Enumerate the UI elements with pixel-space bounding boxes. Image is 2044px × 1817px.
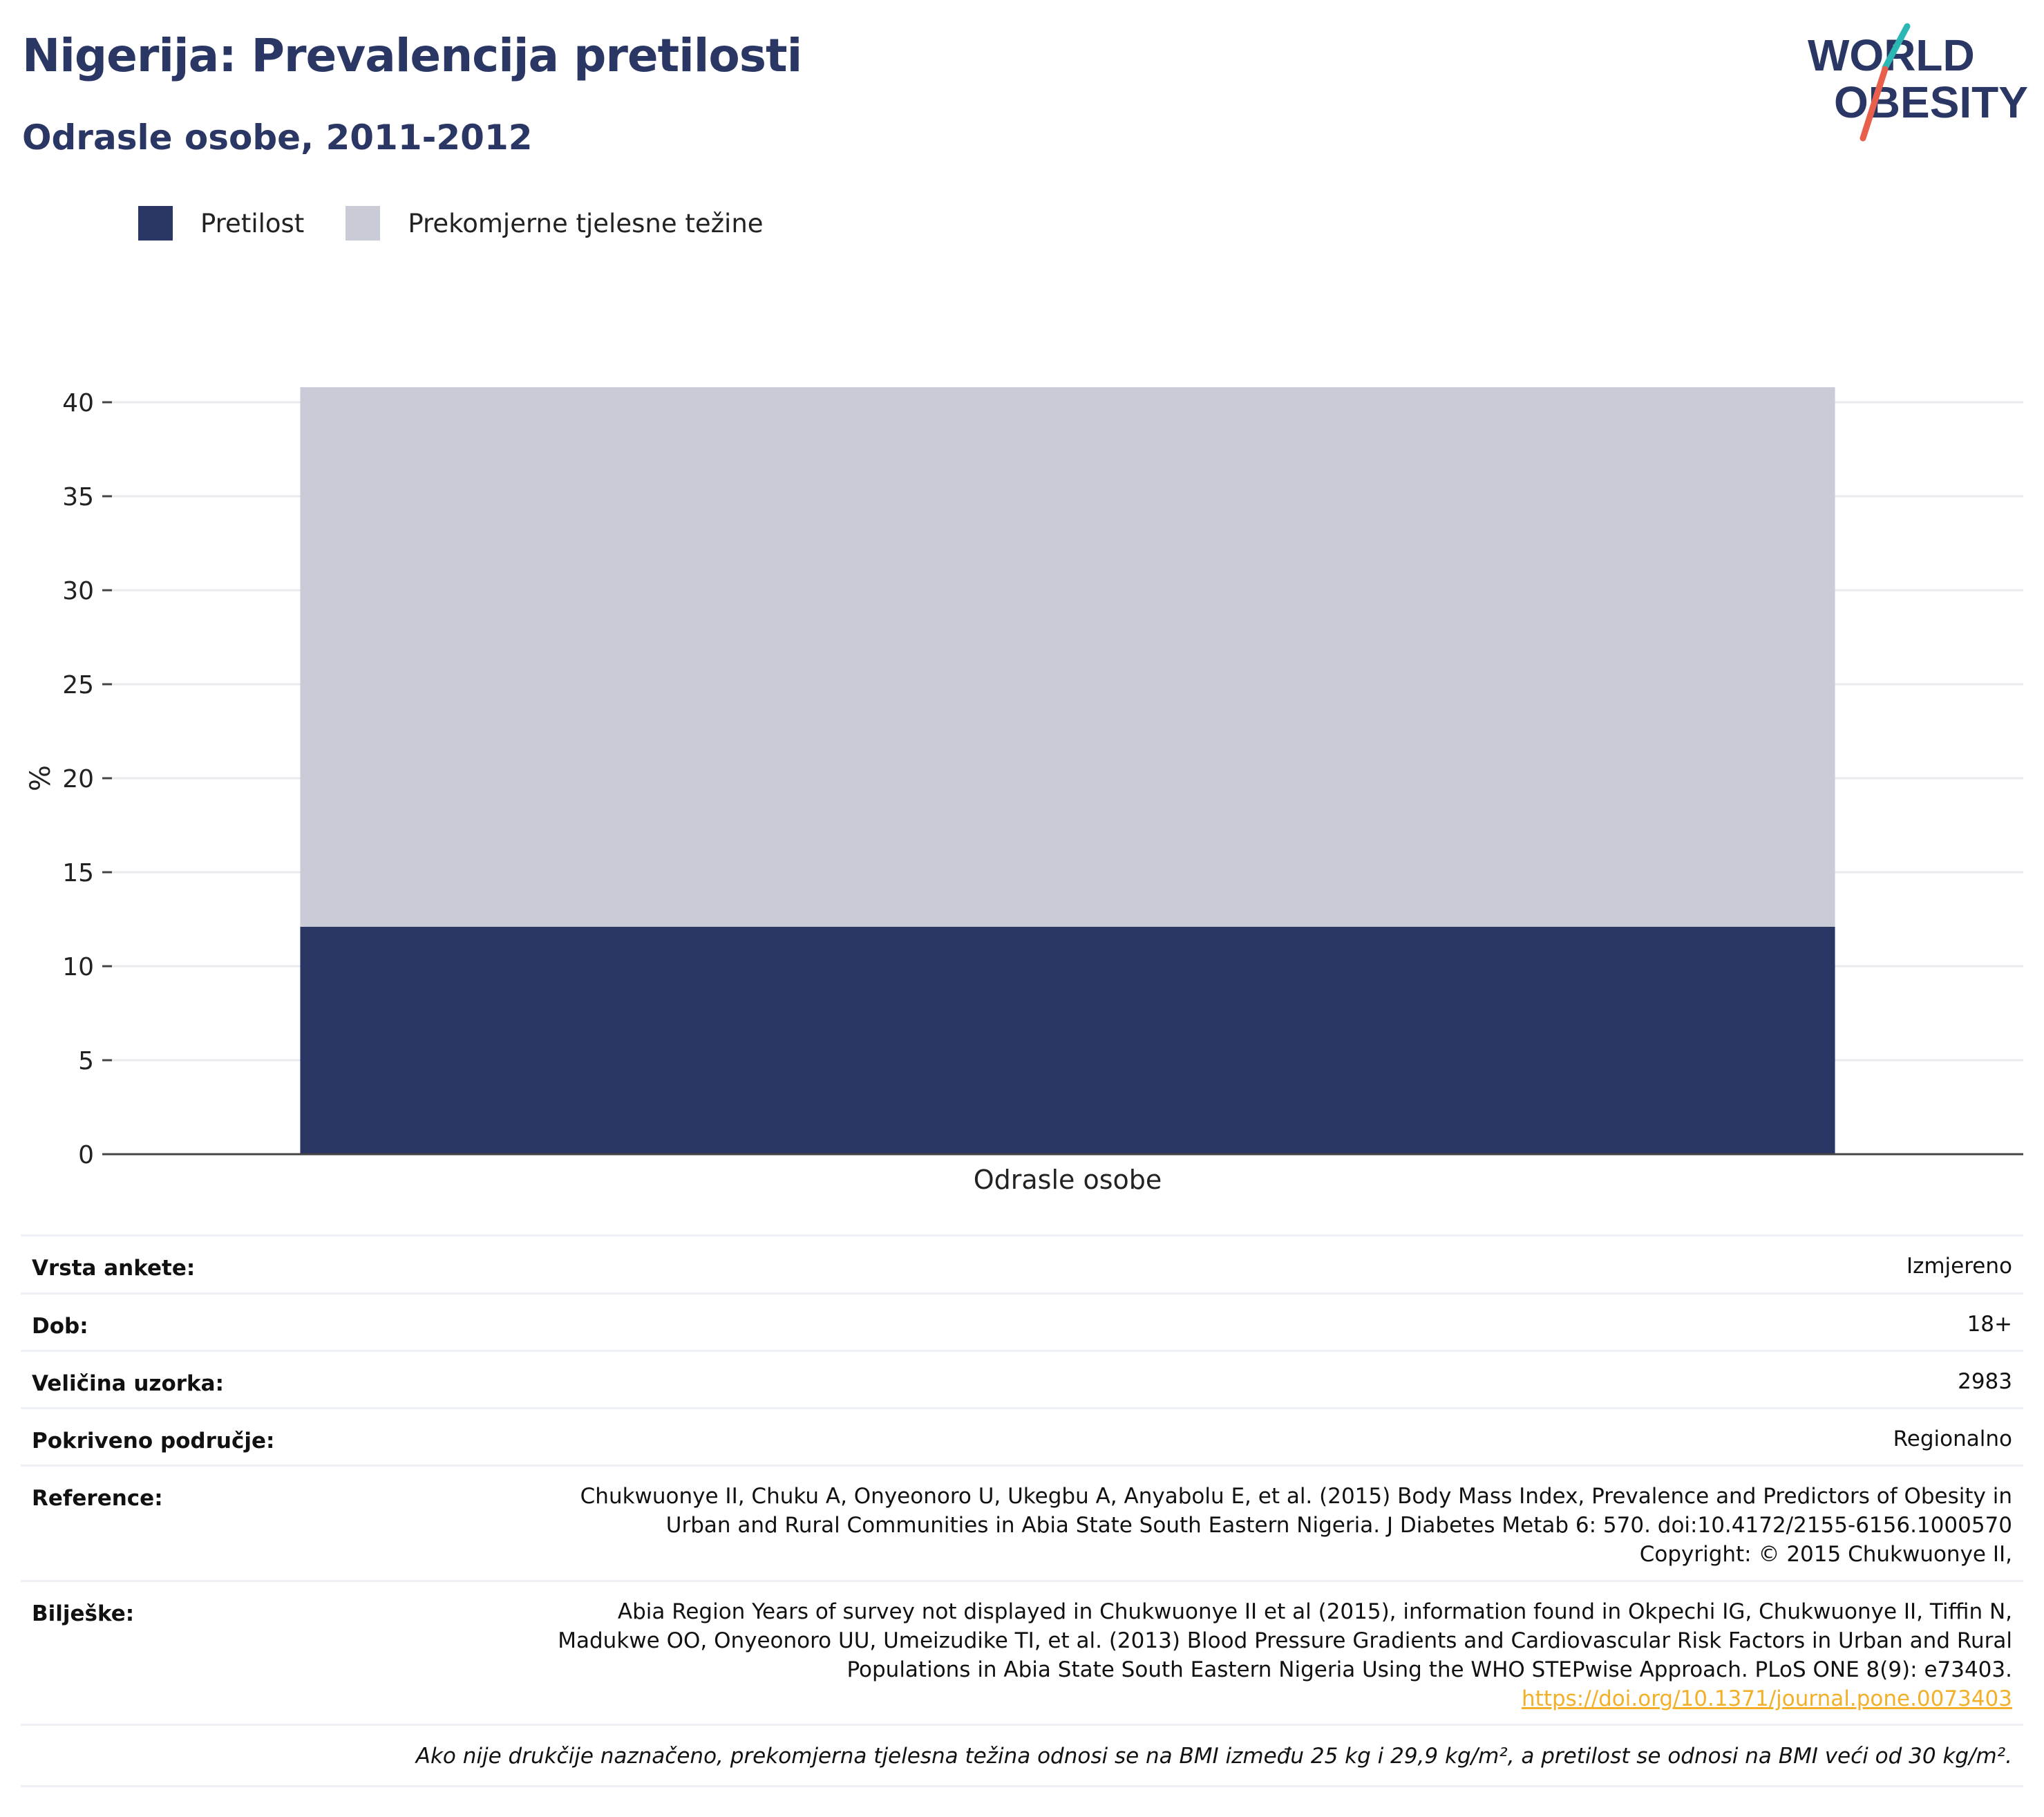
y-tick-label: 5 — [78, 1047, 94, 1075]
logo-slash-teal — [1882, 23, 1911, 71]
y-tick-label: 40 — [62, 389, 94, 417]
chart-subtitle: Odrasle osobe, 2011-2012 — [22, 117, 533, 158]
legend-label-obesity: Pretilost — [200, 208, 305, 238]
y-tick-label: 15 — [62, 859, 94, 887]
bar-segment-overweight — [300, 387, 1835, 927]
legend-item-overweight[interactable]: Prekomjerne tjelesne težine — [346, 206, 764, 241]
meta-value: Izmjereno — [1906, 1254, 2012, 1279]
meta-row-notes: Bilješke: Abia Region Years of survey no… — [21, 1580, 2023, 1724]
y-tick-label: 0 — [78, 1141, 94, 1169]
meta-row-coverage: Pokriveno područje: Regionalno — [21, 1407, 2023, 1465]
reference-line: Urban and Rural Communities in Abia Stat… — [665, 1513, 2012, 1538]
meta-row-references: Reference: Chukwuonye II, Chuku A, Onyeo… — [21, 1465, 2023, 1580]
meta-key: Vrsta ankete: — [32, 1256, 196, 1281]
notes-line: Abia Region Years of survey not displaye… — [617, 1599, 2012, 1624]
y-axis-label: % — [25, 765, 57, 791]
meta-key: Pokriveno područje: — [32, 1429, 275, 1453]
chart-title: Nigerija: Prevalencija pretilosti — [22, 29, 802, 82]
meta-key: Veličina uzorka: — [32, 1371, 224, 1396]
legend: Pretilost Prekomjerne tjelesne težine — [138, 206, 805, 241]
meta-key: Reference: — [32, 1486, 163, 1511]
logo-text-obesity: OBESITY — [1834, 77, 2028, 127]
x-tick-label: Odrasle osobe — [974, 1165, 1162, 1195]
y-tick-label: 10 — [62, 953, 94, 981]
meta-key: Dob: — [32, 1314, 88, 1339]
meta-row-age: Dob: 18+ — [21, 1292, 2023, 1350]
legend-label-overweight: Prekomjerne tjelesne težine — [408, 208, 764, 238]
meta-value: Regionalno — [1893, 1427, 2012, 1451]
meta-value: Chukwuonye II, Chuku A, Onyeonoro U, Uke… — [580, 1467, 2012, 1583]
reference-line: Chukwuonye II, Chuku A, Onyeonoro U, Uke… — [580, 1484, 2012, 1509]
footnote: Ako nije drukčije naznačeno, prekomjerna… — [21, 1724, 2023, 1787]
meta-row-sample-size: Veličina uzorka: 2983 — [21, 1350, 2023, 1407]
world-obesity-logo[interactable]: WORLD OBESITY — [1797, 21, 2032, 145]
y-tick-label: 35 — [62, 483, 94, 511]
metadata-table: Vrsta ankete: Izmjereno Dob: 18+ Veličin… — [21, 1234, 2023, 1787]
notes-line: Madukwe OO, Onyeonoro UU, Umeizudike TI,… — [558, 1628, 2012, 1653]
reference-line: Copyright: © 2015 Chukwuonye II, — [1639, 1542, 2012, 1567]
meta-value: Abia Region Years of survey not displaye… — [558, 1582, 2012, 1727]
meta-value: 2983 — [1958, 1369, 2012, 1394]
y-tick-label: 20 — [62, 765, 94, 793]
y-tick-label: 30 — [62, 577, 94, 605]
bar-segment-obesity — [300, 926, 1835, 1154]
logo-slash-red — [1860, 66, 1889, 142]
meta-key: Bilješke: — [32, 1601, 135, 1626]
notes-line: Populations in Abia State South Eastern … — [846, 1657, 2012, 1682]
legend-swatch-obesity — [138, 206, 173, 241]
meta-value: 18+ — [1967, 1312, 2012, 1337]
meta-row-survey-type: Vrsta ankete: Izmjereno — [21, 1234, 2023, 1292]
doi-link[interactable]: https://doi.org/10.1371/journal.pone.007… — [1522, 1686, 2012, 1711]
y-tick-label: 25 — [62, 671, 94, 699]
legend-swatch-overweight — [346, 206, 381, 241]
legend-item-obesity[interactable]: Pretilost — [138, 206, 304, 241]
stacked-bar-chart: 0 5 10 15 20 25 30 35 40 Odrasle osobe% — [25, 387, 2023, 1195]
